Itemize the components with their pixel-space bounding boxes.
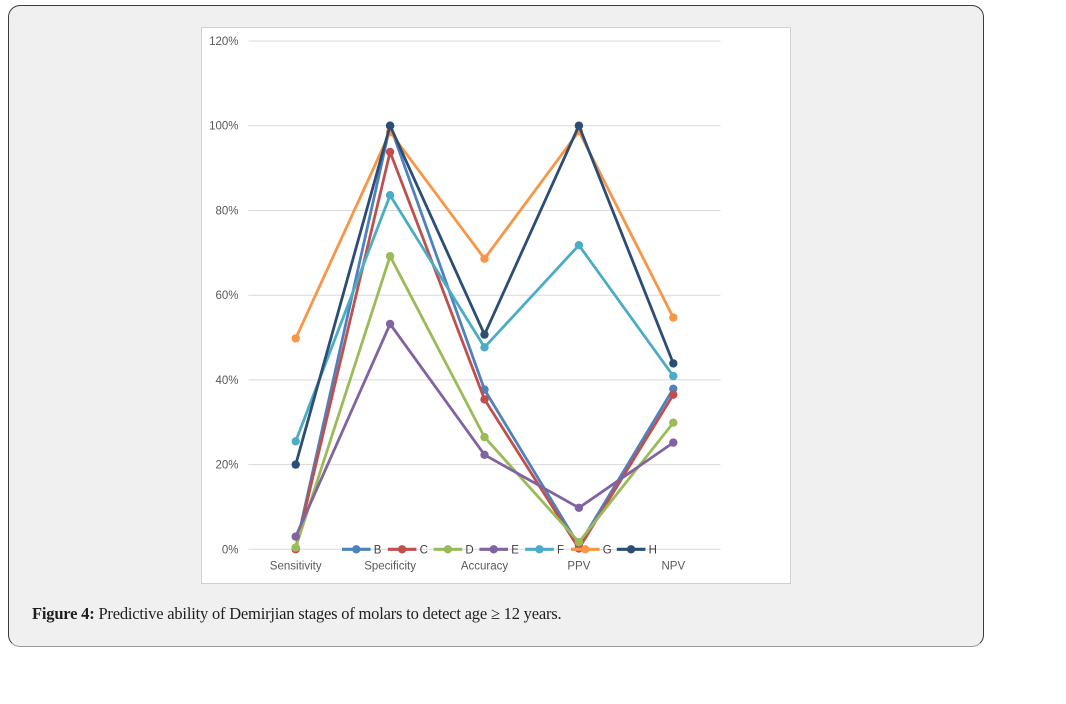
- svg-text:60%: 60%: [215, 290, 238, 302]
- svg-text:B: B: [374, 545, 382, 557]
- svg-text:PPV: PPV: [567, 561, 590, 573]
- svg-text:E: E: [511, 545, 519, 557]
- svg-text:D: D: [465, 545, 473, 557]
- svg-text:40%: 40%: [215, 375, 238, 387]
- svg-text:100%: 100%: [209, 121, 238, 133]
- svg-text:Sensitivity: Sensitivity: [270, 561, 322, 573]
- svg-text:NPV: NPV: [661, 561, 685, 573]
- svg-text:F: F: [557, 545, 564, 557]
- svg-text:20%: 20%: [215, 460, 238, 472]
- svg-text:120%: 120%: [209, 36, 238, 48]
- svg-text:80%: 80%: [215, 206, 238, 218]
- svg-text:0%: 0%: [222, 544, 239, 556]
- svg-text:Specificity: Specificity: [364, 561, 416, 573]
- svg-text:H: H: [649, 545, 657, 557]
- svg-text:C: C: [420, 545, 428, 557]
- svg-text:Accuracy: Accuracy: [461, 561, 509, 573]
- svg-text:G: G: [603, 545, 612, 557]
